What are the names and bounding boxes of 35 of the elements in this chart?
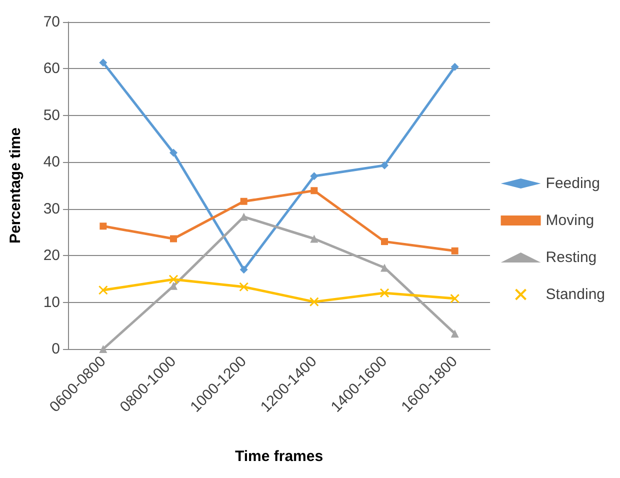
y-tick-label: 0 [52,340,60,358]
point [381,238,388,246]
x-axis-title: Time frames [234,448,324,465]
point [98,285,108,295]
point [451,247,458,254]
legend-label: Resting [546,249,597,266]
point [100,222,107,230]
y-tick-label: 40 [43,154,60,171]
y-tick-label: 70 [43,14,60,30]
y-axis-title: Percentage time [7,128,24,244]
point [380,161,388,170]
y-tick-label: 20 [43,247,60,264]
point [450,294,460,304]
point [240,266,248,274]
point [310,187,318,194]
point [309,297,319,307]
y-tick-label: 10 [43,294,60,311]
point [310,172,318,180]
point [310,234,318,243]
point [170,235,177,242]
legend-label: Standing [546,286,605,303]
y-tick-label: 50 [43,106,60,124]
point [240,198,248,205]
point [239,282,249,292]
point [99,58,108,67]
point [99,345,108,353]
point [170,148,178,157]
y-tick-label: 60 [43,60,60,78]
point [168,274,178,284]
legend-label: Moving [546,212,594,229]
point [380,288,390,298]
legend-label: Feeding [546,175,600,192]
point [450,330,459,338]
point [450,62,459,71]
y-tick-label: 30 [43,200,60,218]
